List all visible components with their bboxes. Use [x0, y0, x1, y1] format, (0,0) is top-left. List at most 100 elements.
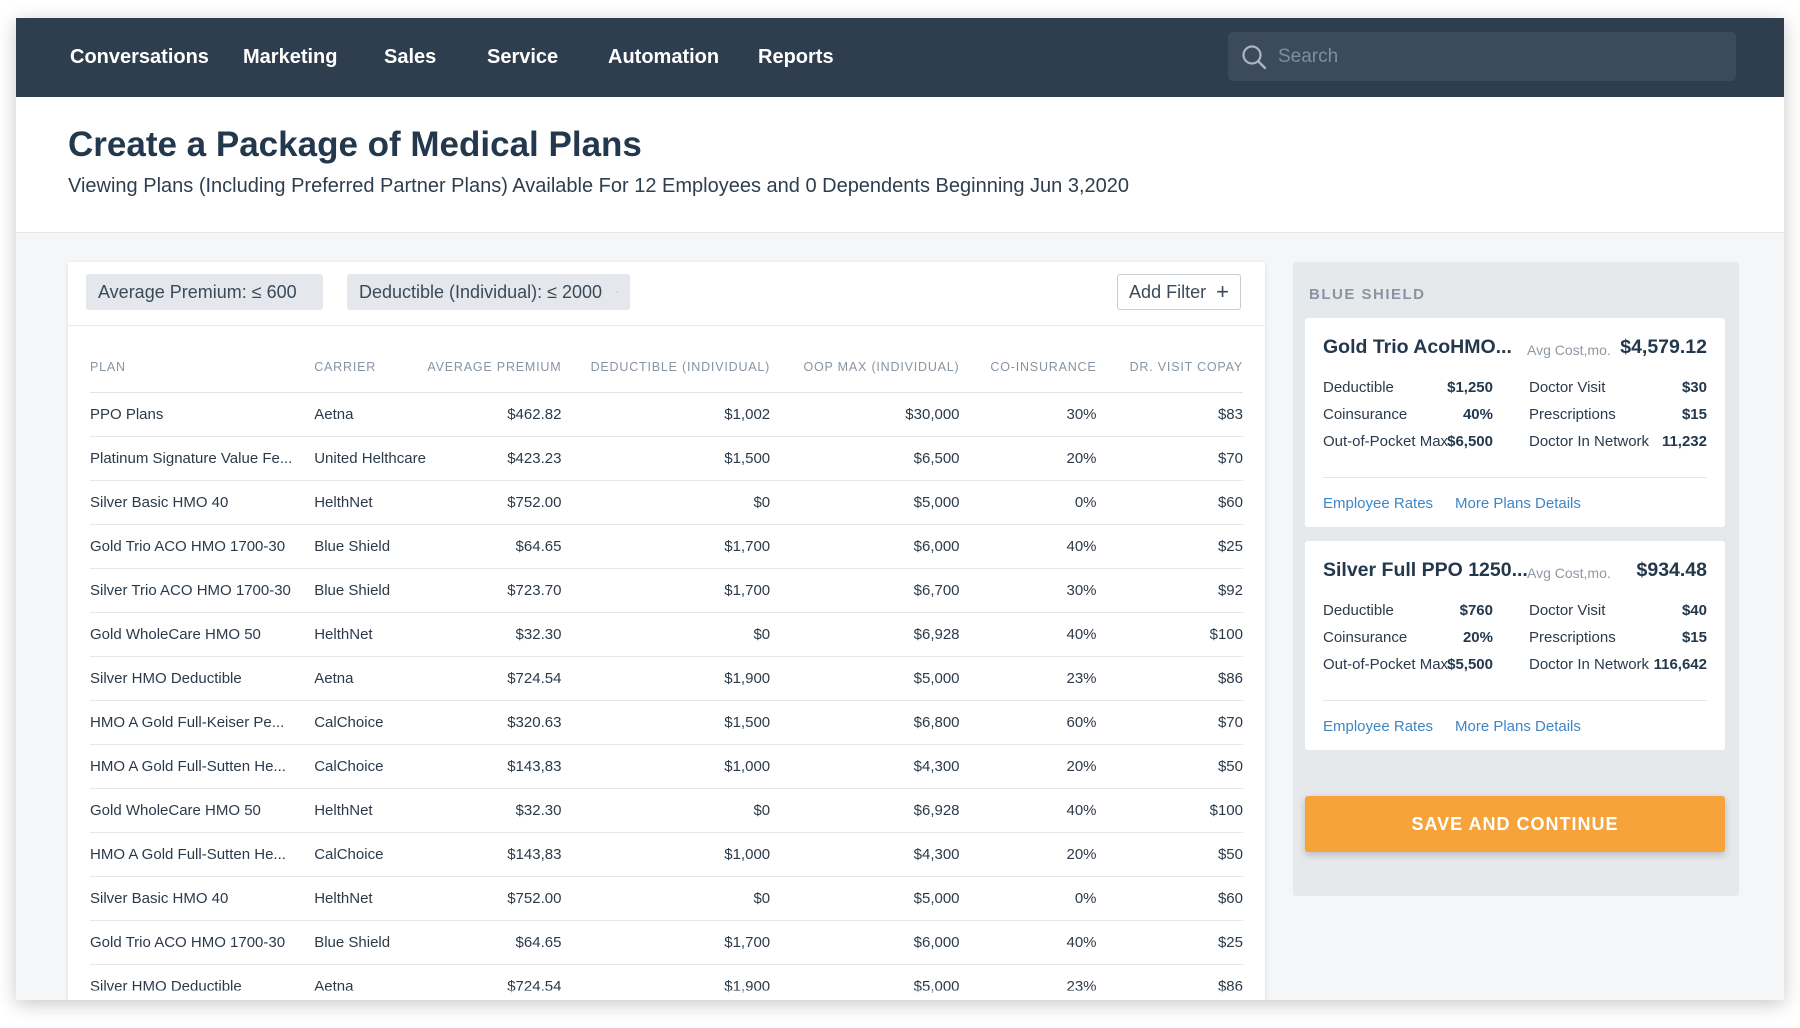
- filter-chip-premium[interactable]: Average Premium: ≤ 600: [86, 274, 323, 310]
- average-premium-cell: $724.54: [425, 964, 562, 1000]
- average-premium-cell: $462.82: [425, 392, 562, 437]
- table-row[interactable]: Gold WholeCare HMO 50 HelthNet $32.30 $0 $6,…: [90, 788, 1243, 833]
- close-icon[interactable]: [616, 285, 618, 299]
- plan-name-cell: Silver Basic HMO 40: [90, 876, 315, 921]
- carrier-cell: Aetna: [314, 656, 426, 701]
- table-row[interactable]: Silver Trio ACO HMO 1700-30 Blue Shield $7…: [90, 568, 1243, 613]
- average-premium-cell: $32.30: [425, 612, 562, 657]
- prescriptions-value: $15: [1681, 406, 1707, 423]
- carrier-cell: United Helthcare: [314, 436, 426, 481]
- table-row[interactable]: Silver HMO Deductible Aetna $724.54 $1,900 $…: [90, 964, 1243, 1000]
- carrier-label: BLUE SHIELD: [1309, 286, 1426, 303]
- table-row[interactable]: HMO A Gold Full-Sutten He... CalChoice $14…: [90, 832, 1243, 877]
- oop-max-cell: $6,000: [770, 524, 960, 569]
- table-row[interactable]: HMO A Gold Full-Sutten He... CalChoice $14…: [90, 744, 1243, 789]
- column-header-co-insurance[interactable]: CO-INSURANCE: [959, 342, 1097, 393]
- nav-item-conversations[interactable]: Conversations: [70, 46, 209, 68]
- selected-plans-panel: BLUE SHIELD Gold Trio AcoHMO... Avg Cost…: [1293, 262, 1739, 896]
- filter-chip-deductible[interactable]: Deductible (Individual): ≤ 2000: [347, 274, 630, 310]
- deductible-cell: $1,700: [561, 920, 771, 965]
- carrier-cell: HelthNet: [314, 612, 426, 657]
- deductible-cell: $1,000: [561, 744, 771, 789]
- table-row[interactable]: Platinum Signature Value Fe... United Hel…: [90, 436, 1243, 481]
- prescriptions-label: Prescriptions: [1529, 629, 1616, 646]
- column-header-carrier[interactable]: CARRIER: [314, 342, 426, 393]
- avg-cost-value: $4,579.12: [1620, 336, 1707, 358]
- table-row[interactable]: Silver Basic HMO 40 HelthNet $752.00 $0 $5,0…: [90, 876, 1243, 921]
- co-insurance-cell: 23%: [959, 656, 1097, 701]
- column-header-deductible[interactable]: DEDUCTIBLE (INDIVIDUAL): [561, 342, 771, 393]
- oop-max-cell: $6,928: [770, 612, 960, 657]
- avg-cost-label: Avg Cost,mo.: [1527, 565, 1611, 581]
- oop-max-cell: $5,000: [770, 656, 960, 701]
- coinsurance-label: Coinsurance: [1323, 406, 1408, 423]
- oop-max-cell: $5,000: [770, 876, 960, 921]
- co-insurance-cell: 23%: [959, 964, 1097, 1000]
- co-insurance-cell: 0%: [959, 876, 1097, 921]
- doctor-visit-label: Doctor Visit: [1529, 379, 1606, 396]
- average-premium-cell: $64.65: [425, 524, 562, 569]
- save-and-continue-button[interactable]: SAVE AND CONTINUE: [1305, 796, 1725, 852]
- deductible-cell: $0: [561, 612, 771, 657]
- visit-copay-cell: $100: [1096, 612, 1243, 657]
- nav-item-service[interactable]: Service: [487, 46, 559, 68]
- deductible-cell: $0: [561, 788, 771, 833]
- plan-name-cell: HMO A Gold Full-Sutten He...: [90, 832, 315, 877]
- co-insurance-cell: 20%: [959, 744, 1097, 789]
- column-header-plan[interactable]: PLAN: [90, 342, 315, 393]
- average-premium-cell: $752.00: [425, 876, 562, 921]
- plan-name-cell: Silver HMO Deductible: [90, 964, 315, 1000]
- table-row[interactable]: Silver Basic HMO 40 HelthNet $752.00 $0 $5,0…: [90, 480, 1243, 525]
- oop-max-cell: $6,800: [770, 700, 960, 745]
- nav-item-sales[interactable]: Sales: [384, 46, 437, 68]
- deductible-cell: $0: [561, 480, 771, 525]
- co-insurance-cell: 40%: [959, 524, 1097, 569]
- employee-rates-link[interactable]: Employee Rates: [1323, 718, 1434, 735]
- nav-item-automation[interactable]: Automation: [608, 46, 720, 68]
- oop-max-value: $6,500: [1447, 433, 1493, 450]
- deductible-cell: $1,002: [561, 392, 771, 437]
- plus-icon: +: [1216, 279, 1229, 304]
- doctor-in-network-value: 11,232: [1661, 433, 1707, 450]
- co-insurance-cell: 40%: [959, 612, 1097, 657]
- table-row[interactable]: Gold WholeCare HMO 50 HelthNet $32.30 $0 $6,…: [90, 612, 1243, 657]
- plan-name-cell: Gold Trio ACO HMO 1700-30: [90, 524, 315, 569]
- average-premium-cell: $724.54: [425, 656, 562, 701]
- search-input[interactable]: [1276, 44, 1720, 69]
- plan-card: Gold Trio AcoHMO... Avg Cost,mo. $4,579.…: [1305, 318, 1725, 527]
- add-filter-label: Add Filter: [1129, 281, 1207, 302]
- nav-item-marketing[interactable]: Marketing: [243, 46, 338, 68]
- column-header-oop-max[interactable]: OOP MAX (INDIVIDUAL): [770, 342, 960, 393]
- carrier-cell: HelthNet: [314, 788, 426, 833]
- plan-name-cell: Gold Trio ACO HMO 1700-30: [90, 920, 315, 965]
- column-header-visit-copay[interactable]: DR. VISIT COPAY: [1096, 342, 1243, 393]
- deductible-cell: $1,900: [561, 964, 771, 1000]
- nav-item-reports[interactable]: Reports: [758, 46, 834, 68]
- table-row[interactable]: Silver HMO Deductible Aetna $724.54 $1,900 $…: [90, 656, 1243, 701]
- oop-max-cell: $6,700: [770, 568, 960, 613]
- avg-cost-value: $934.48: [1636, 559, 1708, 581]
- employee-rates-link[interactable]: Employee Rates: [1323, 495, 1434, 512]
- average-premium-cell: $320.63: [425, 700, 562, 745]
- filter-chip-label: Average Premium: ≤ 600: [98, 281, 297, 302]
- app-window: Conversations Marketing Sales Service Au…: [16, 18, 1784, 1000]
- table-row[interactable]: Gold Trio ACO HMO 1700-30 Blue Shield $64.…: [90, 920, 1243, 965]
- filter-chip-label: Deductible (Individual): ≤ 2000: [359, 281, 603, 302]
- more-plan-details-link[interactable]: More Plans Details: [1455, 718, 1581, 735]
- add-filter-button[interactable]: Add Filter +: [1117, 274, 1241, 310]
- plan-card-name[interactable]: Gold Trio AcoHMO...: [1323, 336, 1512, 358]
- plan-card-name[interactable]: Silver Full PPO 1250...: [1323, 559, 1528, 581]
- table-row[interactable]: HMO A Gold Full-Keiser Pe... CalChoice $32…: [90, 700, 1243, 745]
- deductible-cell: $1,500: [561, 700, 771, 745]
- column-header-average-premium[interactable]: AVERAGE PREMIUM: [425, 342, 562, 393]
- doctor-in-network-value: 116,642: [1653, 656, 1707, 673]
- oop-max-label: Out-of-Pocket Max: [1323, 433, 1449, 450]
- more-plan-details-link[interactable]: More Plans Details: [1455, 495, 1581, 512]
- deductible-value: $1,250: [1447, 379, 1493, 396]
- page-header: Create a Package of Medical Plans Viewin…: [16, 97, 1784, 233]
- table-row[interactable]: Gold Trio ACO HMO 1700-30 Blue Shield $64.…: [90, 524, 1243, 569]
- doctor-visit-label: Doctor Visit: [1529, 602, 1606, 619]
- plan-card: Silver Full PPO 1250... Avg Cost,mo. $93…: [1305, 541, 1725, 750]
- table-row[interactable]: PPO Plans Aetna $462.82 $1,002 $30,000 30% $83: [90, 392, 1243, 437]
- co-insurance-cell: 0%: [959, 480, 1097, 525]
